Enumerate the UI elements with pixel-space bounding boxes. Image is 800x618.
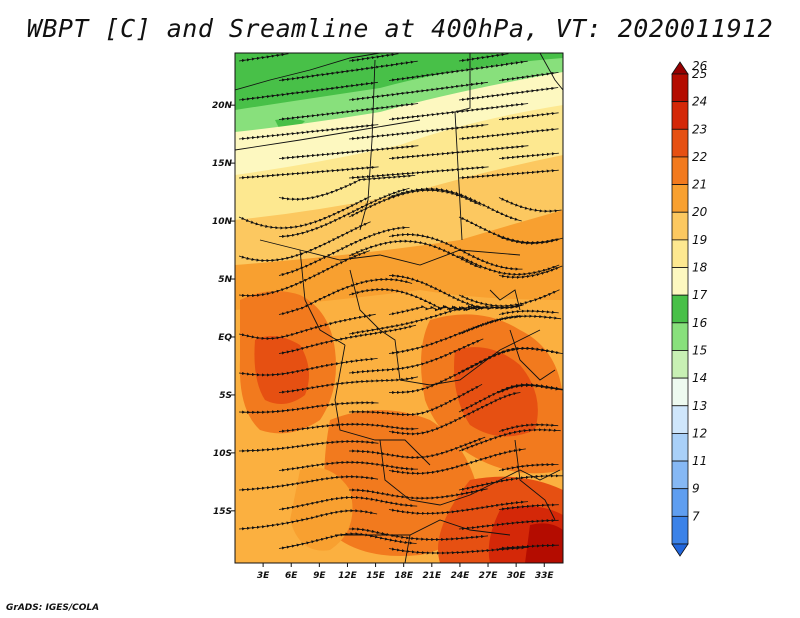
colorbar-label: 23 bbox=[692, 122, 707, 136]
colorbar-segment bbox=[671, 488, 689, 517]
x-tick-label: 15E bbox=[366, 571, 386, 581]
streamline bbox=[388, 60, 528, 82]
colorbar-label: 19 bbox=[692, 233, 707, 247]
streamline bbox=[348, 81, 488, 102]
y-tick-label: 5N bbox=[218, 275, 232, 285]
colorbar-segment bbox=[671, 322, 689, 351]
colorbar-label: 14 bbox=[692, 371, 707, 385]
streamline bbox=[458, 169, 559, 180]
colorbar-label: 21 bbox=[692, 178, 707, 192]
streamline bbox=[458, 428, 561, 452]
streamline bbox=[498, 236, 563, 245]
colorbar-label: 13 bbox=[692, 399, 707, 413]
streamline bbox=[238, 509, 378, 531]
streamline bbox=[498, 71, 559, 82]
colorbar-label: 12 bbox=[692, 426, 707, 440]
x-tick-label: 3E bbox=[257, 571, 270, 581]
colorbar-segment bbox=[671, 184, 689, 213]
y-tick-label: EQ bbox=[218, 333, 232, 343]
streamline bbox=[388, 448, 526, 476]
streamline bbox=[238, 475, 379, 492]
colorbar-segment bbox=[671, 73, 689, 103]
y-tick-label: 10N bbox=[212, 217, 233, 227]
colorbar-label: 25 bbox=[692, 67, 707, 81]
streamline bbox=[458, 53, 509, 63]
streamline bbox=[388, 102, 529, 121]
chart-title: WBPT [C] and Sreamline at 400hPa, VT: 20… bbox=[26, 14, 774, 43]
x-tick-label: 33E bbox=[535, 571, 555, 581]
streamline bbox=[388, 144, 529, 160]
y-tick-label: 15N bbox=[212, 159, 233, 169]
x-tick-label: 9E bbox=[313, 571, 326, 581]
streamlines bbox=[238, 53, 563, 555]
wbpt-field-map bbox=[235, 53, 563, 563]
x-tick-label: 21E bbox=[422, 571, 442, 581]
streamline bbox=[348, 123, 489, 141]
streamline bbox=[458, 474, 563, 491]
streamline bbox=[348, 527, 489, 542]
streamline bbox=[349, 488, 488, 500]
streamline bbox=[458, 518, 559, 531]
x-tick-label: 6E bbox=[285, 571, 298, 581]
colorbar-segment bbox=[671, 515, 689, 545]
streamline bbox=[498, 152, 559, 160]
x-tick-label: 24E bbox=[451, 571, 471, 581]
colorbar-bottom-arrow bbox=[671, 543, 689, 557]
colorbar-segment bbox=[671, 433, 689, 462]
streamline bbox=[498, 543, 559, 550]
y-tick-label: 5S bbox=[219, 391, 232, 401]
colorbar-segment bbox=[671, 267, 689, 296]
x-tick-label: 12E bbox=[338, 571, 358, 581]
colorbar-top-arrow bbox=[671, 61, 689, 75]
streamline bbox=[498, 503, 559, 511]
colorbar-label: 18 bbox=[692, 261, 708, 275]
grads-credit: GrADS: IGES/COLA bbox=[6, 603, 100, 613]
streamline bbox=[498, 112, 559, 121]
x-tick-label: 18E bbox=[394, 571, 414, 581]
y-tick-label: 20N bbox=[212, 101, 233, 111]
colorbar-label: 16 bbox=[692, 316, 708, 330]
y-tick-label: 15S bbox=[213, 507, 232, 517]
streamline bbox=[278, 532, 417, 550]
streamline bbox=[498, 462, 559, 472]
colorbar-segment bbox=[671, 128, 689, 158]
colorbar-segment bbox=[671, 460, 689, 490]
streamline bbox=[458, 128, 559, 141]
colorbar-label: 24 bbox=[692, 95, 707, 109]
colorbar-label: 15 bbox=[692, 343, 707, 357]
colorbar-segment bbox=[671, 211, 689, 241]
streamline bbox=[238, 53, 289, 63]
colorbar-segment bbox=[671, 377, 689, 407]
colorbar-label: 17 bbox=[692, 288, 708, 302]
streamline bbox=[498, 197, 562, 213]
colorbar-segment bbox=[671, 101, 689, 130]
streamline bbox=[388, 392, 521, 436]
colorbar-label: 7 bbox=[692, 509, 700, 523]
colorbar-label: 26 bbox=[692, 59, 708, 73]
x-tick-label: 30E bbox=[507, 571, 527, 581]
streamline bbox=[498, 265, 563, 279]
streamline bbox=[278, 277, 413, 316]
colorbar-label: 9 bbox=[692, 482, 700, 496]
streamline bbox=[498, 309, 559, 316]
colorbar-segment bbox=[671, 156, 689, 185]
colorbar-segment bbox=[671, 405, 689, 434]
x-tick-label: 27E bbox=[479, 571, 499, 581]
colorbar-label: 22 bbox=[692, 150, 707, 164]
streamline bbox=[458, 86, 559, 102]
colorbar-segment bbox=[671, 239, 689, 268]
y-tick-label: 10S bbox=[213, 449, 232, 459]
colorbar-label: 11 bbox=[692, 454, 707, 468]
colorbar-label: 20 bbox=[692, 205, 708, 219]
streamline bbox=[348, 53, 399, 63]
colorbar-segment bbox=[671, 294, 689, 324]
colorbar-segment bbox=[671, 350, 689, 379]
